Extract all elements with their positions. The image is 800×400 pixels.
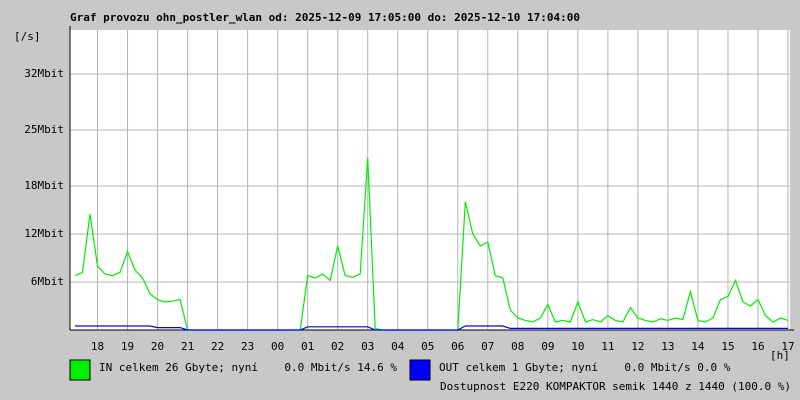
x-tick-label: 13 (661, 340, 674, 353)
y-tick-label: 18Mbit (24, 179, 64, 192)
legend-swatch (69, 359, 91, 381)
x-tick-label: 08 (511, 340, 524, 353)
x-tick-label: 02 (331, 340, 344, 353)
x-tick-label: 12 (631, 340, 644, 353)
x-tick-label: 00 (271, 340, 284, 353)
x-tick-label: 01 (301, 340, 314, 353)
series-line (75, 325, 788, 331)
legend-label: IN celkem 26 Gbyte; nyní 0.0 Mbit/s 14.6… (99, 361, 397, 374)
x-tick-label: 17 (781, 340, 794, 353)
y-axis-label: [/s] (14, 30, 41, 43)
x-tick-label: 22 (211, 340, 224, 353)
x-tick-label: 03 (361, 340, 374, 353)
footnote: Dostupnost E220 KOMPAKTOR semik 1440 z 1… (440, 380, 791, 393)
x-axis-label: [h] (770, 349, 790, 362)
x-tick-label: 21 (181, 340, 194, 353)
x-tick-label: 19 (121, 340, 134, 353)
x-tick-label: 18 (91, 340, 104, 353)
x-tick-label: 06 (451, 340, 464, 353)
legend-swatch (409, 359, 431, 381)
x-tick-label: 09 (541, 340, 554, 353)
plot-area (70, 30, 790, 330)
x-tick-label: 20 (151, 340, 164, 353)
x-tick-label: 23 (241, 340, 254, 353)
x-tick-label: 15 (721, 340, 734, 353)
x-tick-label: 11 (601, 340, 614, 353)
chart-title: Graf provozu ohn_postler_wlan od: 2025-1… (70, 11, 580, 24)
x-tick-label: 05 (421, 340, 434, 353)
y-tick-label: 32Mbit (24, 67, 64, 80)
x-tick-label: 10 (571, 340, 584, 353)
x-tick-label: 16 (751, 340, 764, 353)
x-tick-label: 04 (391, 340, 405, 353)
y-tick-label: 25Mbit (24, 123, 64, 136)
y-tick-label: 12Mbit (24, 227, 64, 240)
y-tick-label: 6Mbit (31, 275, 64, 288)
x-tick-label: 14 (691, 340, 705, 353)
x-tick-label: 07 (481, 340, 494, 353)
legend-label: OUT celkem 1 Gbyte; nyní 0.0 Mbit/s 0.0 … (439, 361, 731, 374)
